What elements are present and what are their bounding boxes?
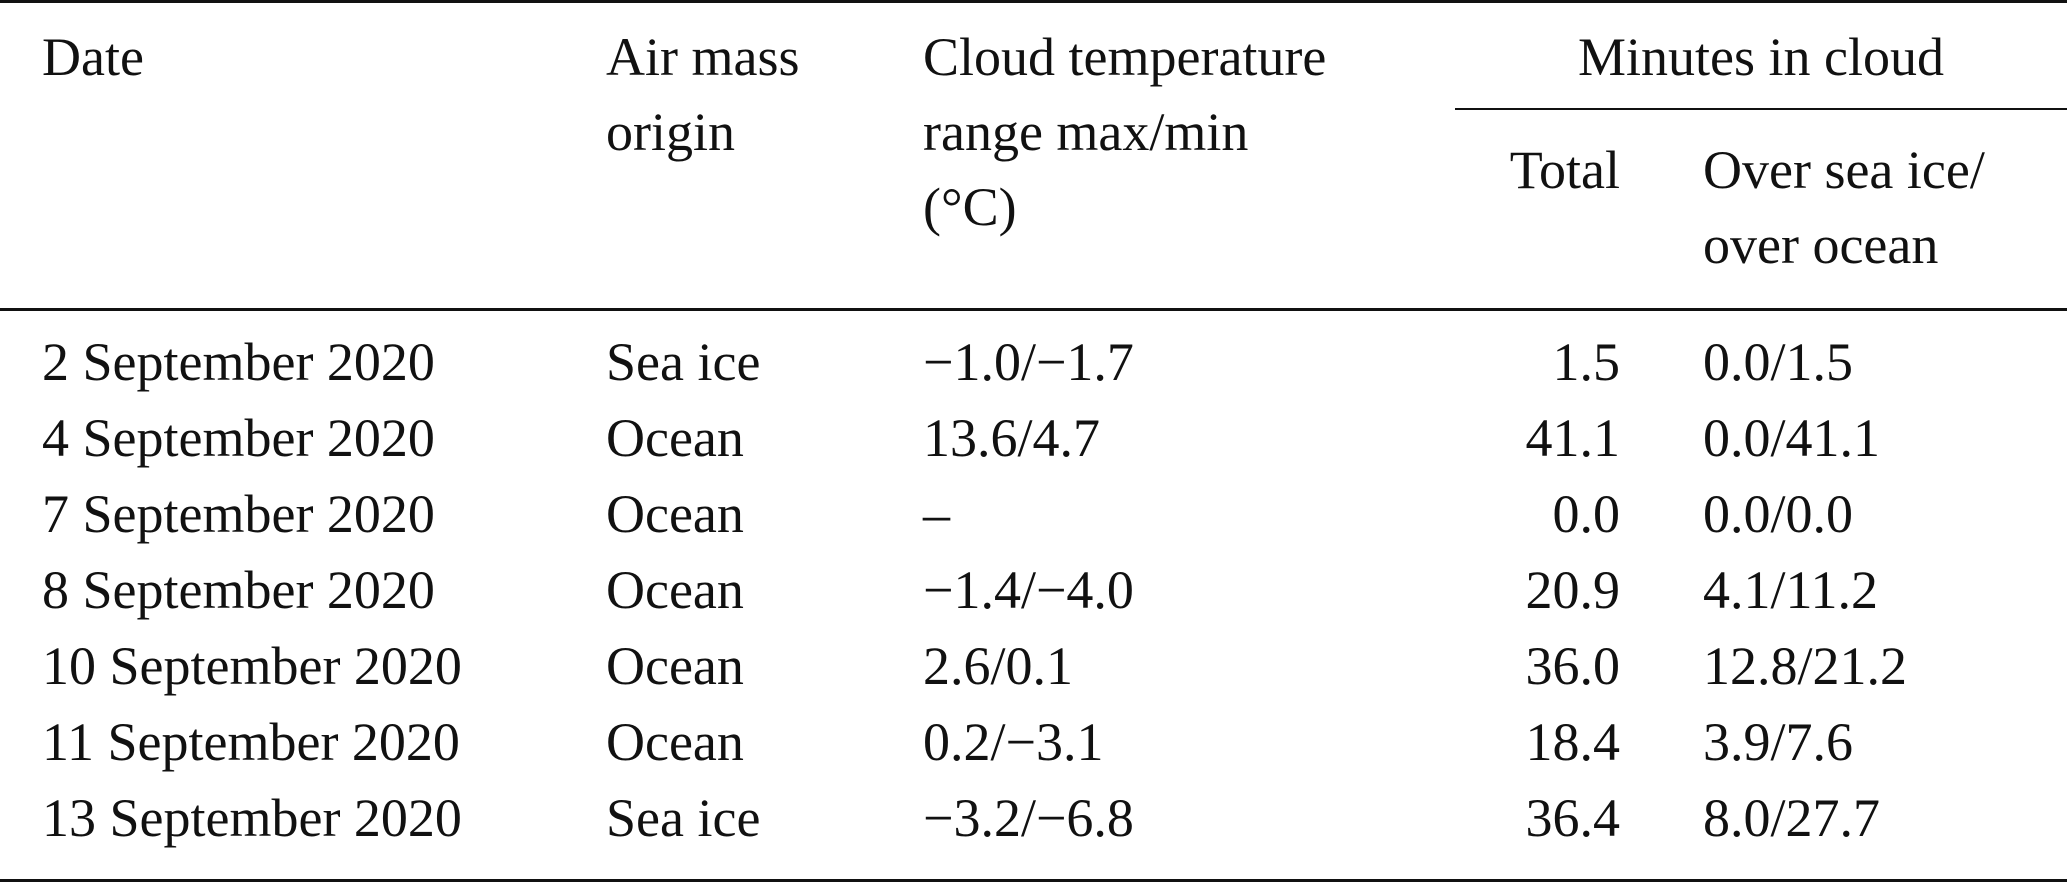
header-minutes-group: Minutes in cloud bbox=[1578, 27, 1944, 87]
table-row: 8 September 2020 Ocean −1.4/−4.0 20.9 4.… bbox=[0, 553, 2067, 629]
cell-temp-range: 0.2/−3.1 bbox=[923, 712, 1104, 772]
table-row: 7 September 2020 Ocean – 0.0 0.0/0.0 bbox=[0, 477, 2067, 553]
cell-over: 0.0/0.0 bbox=[1703, 484, 1854, 544]
table-row: 13 September 2020 Sea ice −3.2/−6.8 36.4… bbox=[0, 781, 2067, 857]
table-row: 4 September 2020 Ocean 13.6/4.7 41.1 0.0… bbox=[0, 401, 2067, 477]
header-temp-line1: Cloud temperature bbox=[923, 27, 1327, 87]
cell-date: 8 September 2020 bbox=[42, 560, 435, 620]
cell-date: 11 September 2020 bbox=[42, 712, 460, 772]
cell-temp-range: 2.6/0.1 bbox=[923, 636, 1074, 696]
table-row: 2 September 2020 Sea ice −1.0/−1.7 1.5 0… bbox=[0, 325, 2067, 401]
cell-date: 4 September 2020 bbox=[42, 408, 435, 468]
header-total: Total bbox=[1509, 140, 1620, 200]
header-air-mass-line1: Air mass bbox=[606, 27, 800, 87]
group-rule bbox=[1455, 108, 2067, 110]
cell-date: 2 September 2020 bbox=[42, 332, 435, 392]
cell-date: 7 September 2020 bbox=[42, 484, 435, 544]
cell-total: 36.4 bbox=[1525, 788, 1621, 848]
table-row: 10 September 2020 Ocean 2.6/0.1 36.0 12.… bbox=[0, 629, 2067, 705]
header-over-line1: Over sea ice/ bbox=[1703, 140, 1985, 200]
cell-over: 8.0/27.7 bbox=[1703, 788, 1881, 848]
cell-temp-range: −1.4/−4.0 bbox=[923, 560, 1134, 620]
cell-total: 18.4 bbox=[1525, 712, 1621, 772]
cell-temp-range: −1.0/−1.7 bbox=[923, 332, 1134, 392]
cell-air-mass: Sea ice bbox=[606, 332, 761, 392]
cell-over: 4.1/11.2 bbox=[1703, 560, 1878, 620]
cell-temp-range: −3.2/−6.8 bbox=[923, 788, 1134, 848]
cell-air-mass: Ocean bbox=[606, 408, 744, 468]
cell-air-mass: Ocean bbox=[606, 712, 744, 772]
cell-over: 0.0/1.5 bbox=[1703, 332, 1854, 392]
cell-temp-range: 13.6/4.7 bbox=[923, 408, 1101, 468]
cell-over: 12.8/21.2 bbox=[1703, 636, 1908, 696]
cell-temp-range: – bbox=[923, 484, 950, 544]
cell-over: 0.0/41.1 bbox=[1703, 408, 1881, 468]
cell-date: 13 September 2020 bbox=[42, 788, 462, 848]
cell-air-mass: Ocean bbox=[606, 636, 744, 696]
header-temp-line3: (°C) bbox=[923, 177, 1017, 237]
header-air-mass-line2: origin bbox=[606, 102, 735, 162]
cell-total: 20.9 bbox=[1525, 560, 1621, 620]
header-rule bbox=[0, 308, 2067, 311]
cell-total: 1.5 bbox=[1552, 332, 1621, 392]
cell-date: 10 September 2020 bbox=[42, 636, 462, 696]
header-temp-line2: range max/min bbox=[923, 102, 1249, 162]
table-row: 11 September 2020 Ocean 0.2/−3.1 18.4 3.… bbox=[0, 705, 2067, 781]
cell-air-mass: Ocean bbox=[606, 484, 744, 544]
header-date: Date bbox=[42, 27, 144, 87]
cell-over: 3.9/7.6 bbox=[1703, 712, 1854, 772]
cell-total: 36.0 bbox=[1525, 636, 1621, 696]
cell-total: 41.1 bbox=[1525, 408, 1621, 468]
header-over-line2: over ocean bbox=[1703, 215, 1939, 275]
cell-air-mass: Sea ice bbox=[606, 788, 761, 848]
cell-air-mass: Ocean bbox=[606, 560, 744, 620]
cell-total: 0.0 bbox=[1552, 484, 1621, 544]
top-rule bbox=[0, 0, 2067, 3]
bottom-rule bbox=[0, 879, 2067, 882]
